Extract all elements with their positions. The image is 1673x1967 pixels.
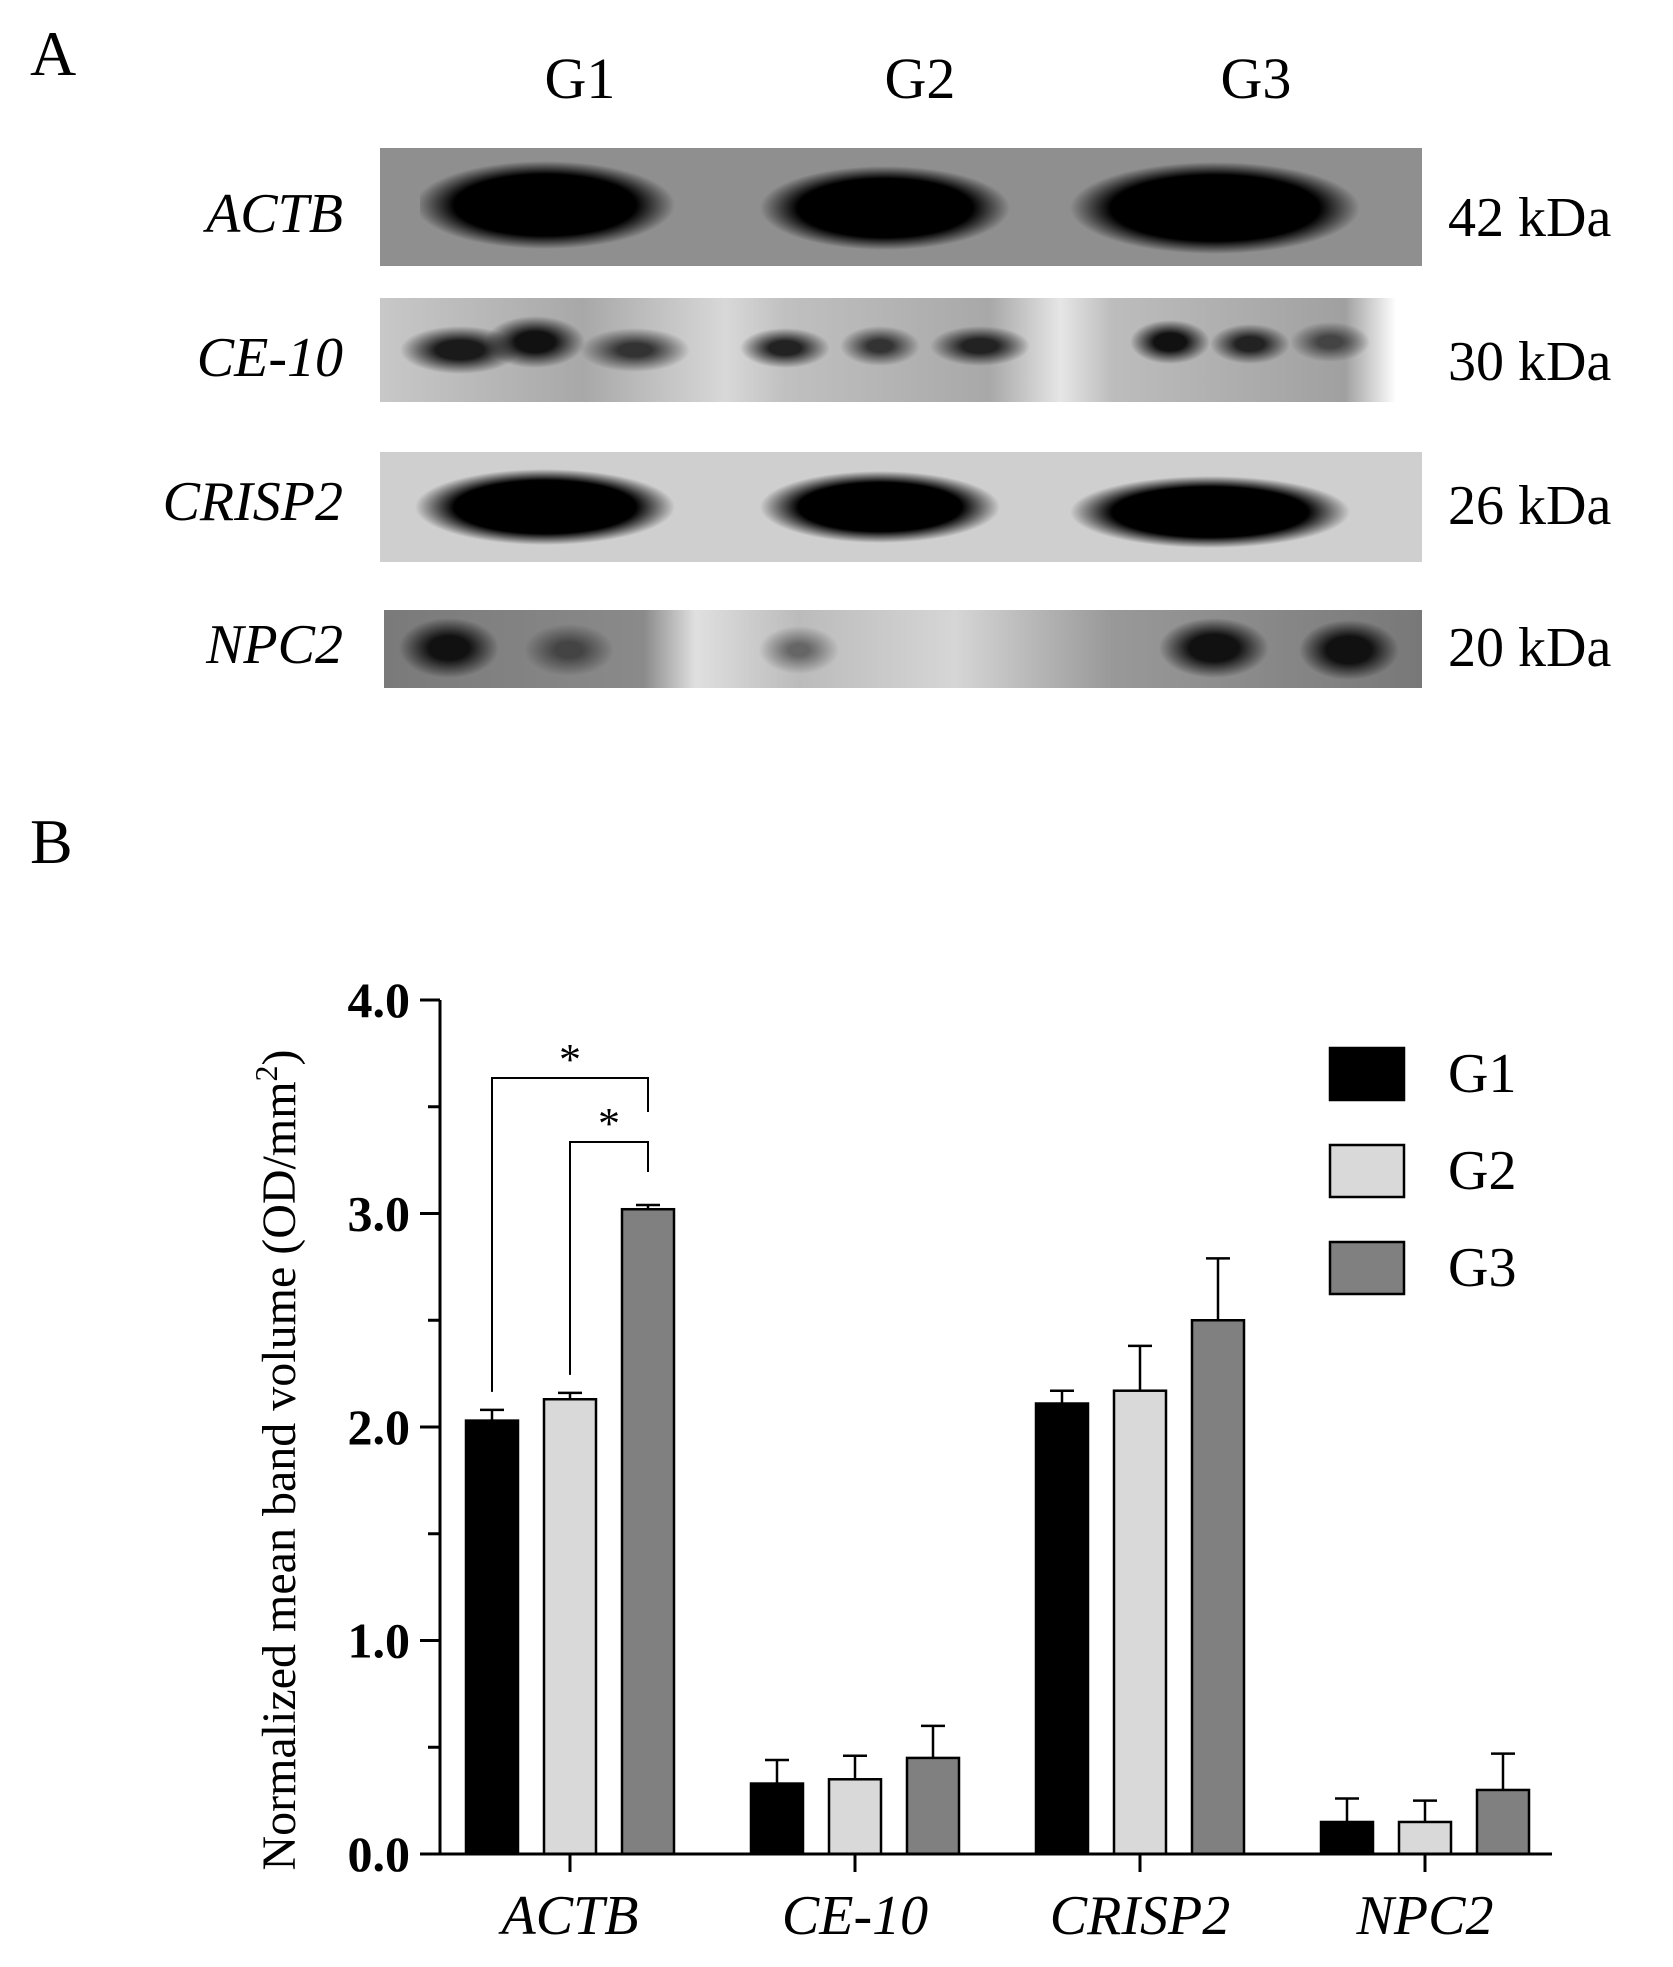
blot-strip-ce10 xyxy=(380,298,1396,402)
significance-label: * xyxy=(598,1099,620,1148)
y-tick-label: 3.0 xyxy=(348,1186,411,1242)
significance-bracket xyxy=(569,1141,649,1375)
x-tick-label: NPC2 xyxy=(1356,1885,1494,1947)
bar-g2 xyxy=(1397,1820,1453,1856)
y-axis-title-sup: 2 xyxy=(248,1065,284,1081)
blot-protein-label: ACTB xyxy=(206,183,343,245)
legend-swatch xyxy=(1328,1240,1406,1296)
x-tick-label: ACTB xyxy=(498,1885,639,1947)
blot-lane-label: G1 xyxy=(544,46,616,111)
y-axis-title-text: Normalized mean band volume (OD/mm xyxy=(253,1081,306,1870)
blot-protein-label: CRISP2 xyxy=(162,471,343,533)
blot-strip-actb xyxy=(380,148,1422,266)
bar-chart: 0.0 1.0 2.0 3.0 4.0 ACTB CE-10 CRISP2 NPC2 * * G1… xyxy=(248,972,1552,1947)
blot-strip-npc2 xyxy=(384,610,1422,688)
blot-lane-label: G2 xyxy=(884,46,956,111)
blot-protein-label: CE-10 xyxy=(196,327,343,389)
blot-size-label: 30 kDa xyxy=(1448,331,1612,393)
blot-size-label: 20 kDa xyxy=(1448,617,1612,679)
bar-g2 xyxy=(542,1397,598,1856)
y-tick-label: 1.0 xyxy=(348,1613,411,1669)
bar-g3 xyxy=(620,1207,676,1856)
panel-label-b: B xyxy=(30,806,73,877)
legend-swatch xyxy=(1328,1143,1406,1199)
bar-g3 xyxy=(1190,1319,1246,1856)
y-axis-title: Normalized mean band volume (OD/mm2) xyxy=(248,1049,306,1870)
bar-g1 xyxy=(1034,1402,1090,1856)
blot-strip-crisp2 xyxy=(380,452,1422,562)
blot-size-label: 42 kDa xyxy=(1448,187,1612,249)
bar-g2 xyxy=(1112,1389,1168,1856)
y-axis-title-end: ) xyxy=(253,1049,306,1065)
significance-label: * xyxy=(559,1035,581,1084)
bar-g1 xyxy=(749,1782,805,1856)
x-tick-label: CE-10 xyxy=(782,1885,928,1947)
bar-g1 xyxy=(1319,1820,1375,1856)
legend-label: G2 xyxy=(1448,1140,1516,1202)
bar-g1 xyxy=(464,1419,520,1856)
blot-lane-label: G3 xyxy=(1220,46,1292,111)
blot-protein-label: NPC2 xyxy=(206,614,343,676)
panel-label-a: A xyxy=(30,18,77,89)
bar-g3 xyxy=(905,1756,961,1856)
x-tick-label: CRISP2 xyxy=(1050,1885,1230,1947)
y-tick-label: 2.0 xyxy=(348,1399,411,1455)
y-tick-label: 0.0 xyxy=(348,1826,411,1882)
bar-g3 xyxy=(1475,1788,1531,1856)
blot-size-label: 26 kDa xyxy=(1448,475,1612,537)
bar-g2 xyxy=(827,1778,883,1856)
legend-label: G1 xyxy=(1448,1043,1516,1105)
significance-bracket xyxy=(491,1077,649,1392)
legend-label: G3 xyxy=(1448,1237,1516,1299)
y-tick-label: 4.0 xyxy=(348,972,411,1028)
legend-swatch xyxy=(1328,1046,1406,1102)
